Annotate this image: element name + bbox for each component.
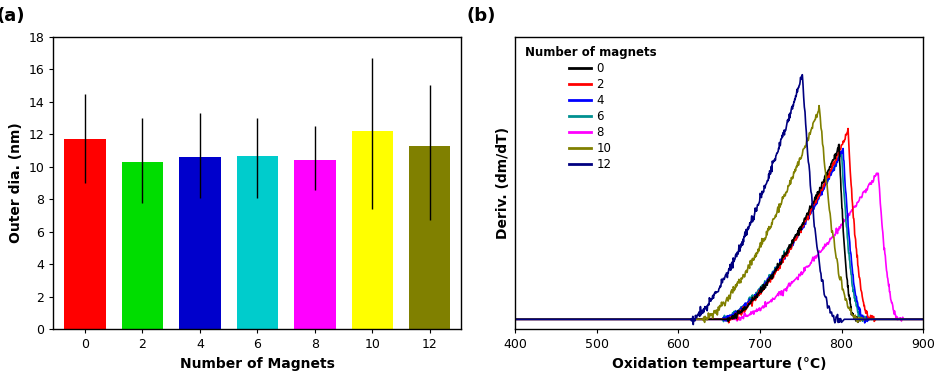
Bar [64,139,106,330]
Text: (a): (a) [0,7,24,25]
Bar [179,157,220,330]
Legend: 0, 2, 4, 6, 8, 10, 12: 0, 2, 4, 6, 8, 10, 12 [521,42,659,174]
X-axis label: Oxidation tempearture (°C): Oxidation tempearture (°C) [612,357,826,371]
X-axis label: Number of Magnets: Number of Magnets [180,357,334,371]
Y-axis label: Outer dia. (nm): Outer dia. (nm) [8,122,23,243]
Bar [409,146,450,330]
Text: (b): (b) [466,7,495,25]
Y-axis label: Deriv. (dm/dT): Deriv. (dm/dT) [495,127,510,239]
Bar [236,156,278,330]
Bar [294,160,335,330]
Bar [351,131,393,330]
Bar [122,162,163,330]
